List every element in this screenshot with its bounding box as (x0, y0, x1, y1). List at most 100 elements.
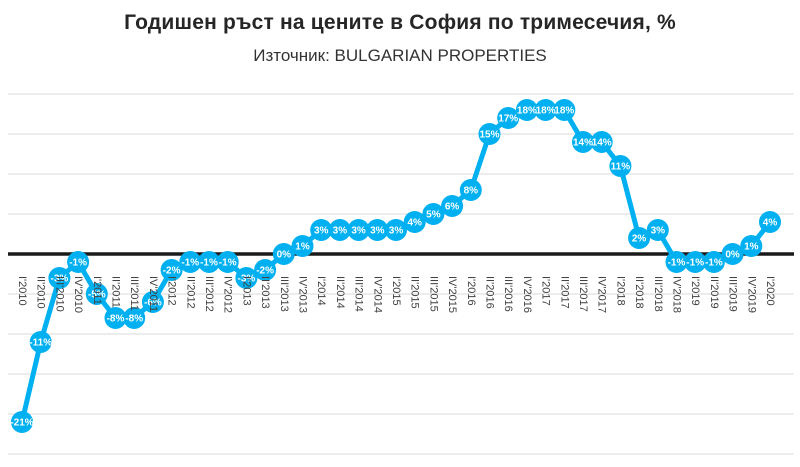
x-axis-label: III'2018 (652, 276, 664, 312)
x-axis-label: I'2019 (689, 276, 701, 306)
x-axis-label: III'2012 (203, 276, 215, 312)
data-point-label: 18% (554, 106, 574, 117)
data-point-label: -1% (686, 258, 704, 269)
data-point-marker (684, 251, 707, 273)
x-axis-label: I'2018 (614, 276, 626, 306)
x-axis-label: IV'2013 (297, 276, 309, 313)
data-point-marker (104, 307, 127, 329)
data-point-label: 3% (333, 226, 348, 237)
x-axis-label: II'2018 (633, 276, 645, 309)
x-axis-label: III'2017 (577, 276, 589, 312)
data-point-label: -1% (181, 258, 199, 269)
data-point-label: 5% (426, 210, 441, 221)
x-axis-label: IV'2018 (671, 276, 683, 313)
x-axis-label: II'2013 (259, 276, 271, 309)
data-point-marker (11, 411, 33, 433)
x-axis-label: IV'2010 (72, 276, 84, 313)
x-axis-label: I'2011 (91, 276, 103, 305)
x-axis-label: III'2015 (427, 276, 439, 312)
data-point-marker (721, 243, 744, 265)
data-point-marker (534, 99, 557, 121)
x-axis-label: I'2012 (166, 276, 178, 306)
data-point-label: 0% (277, 250, 292, 261)
x-axis-label: I'2015 (390, 276, 402, 306)
x-axis-label: III'2014 (353, 276, 365, 312)
data-point-label: -8% (125, 314, 143, 325)
data-point-label: -5% (88, 290, 106, 301)
data-point-marker (646, 219, 669, 241)
data-point-marker (515, 99, 538, 121)
data-point-marker (759, 211, 781, 233)
data-point-label: 3% (651, 226, 666, 237)
x-axis-label: I'2010 (16, 276, 28, 306)
x-axis-label: II'2014 (334, 276, 346, 309)
data-point-label: -1% (200, 258, 218, 269)
data-point-label: 8% (464, 186, 479, 197)
x-axis-label: II'2019 (708, 276, 720, 309)
data-point-marker (609, 155, 632, 177)
x-axis-label: I'2017 (540, 276, 552, 306)
data-point-marker (48, 267, 71, 289)
x-axis-label: III'2013 (278, 276, 290, 312)
data-point-label: 15% (479, 130, 499, 141)
data-point-label: -3% (238, 274, 256, 285)
data-point-marker (740, 235, 763, 257)
x-axis-label: I'2016 (465, 276, 477, 306)
x-axis-label: IV'2011 (147, 276, 159, 312)
data-point-label: 3% (370, 226, 385, 237)
data-point-marker (347, 219, 370, 241)
x-axis-label: IV'2015 (446, 276, 458, 313)
data-point-label: 3% (389, 226, 404, 237)
x-axis-label: IV'2014 (371, 276, 383, 313)
data-line (19, 107, 773, 425)
chart-title: Годишен ръст на цените в София по тримес… (124, 11, 676, 34)
x-axis-label: I'2020 (764, 276, 776, 306)
data-point-label: -11% (29, 338, 52, 349)
data-point-marker (422, 203, 445, 225)
chart-subtitle: Източник: BULGARIAN PROPERTIES (253, 46, 547, 65)
data-point-label: 18% (517, 106, 537, 117)
data-point-marker (272, 243, 295, 265)
data-point-marker (665, 251, 688, 273)
data-point-marker (179, 251, 202, 273)
x-axis-label: I'2013 (240, 276, 252, 306)
x-axis-label: III'2011 (128, 276, 140, 311)
data-point-label: 11% (611, 162, 631, 173)
data-point-marker (366, 219, 389, 241)
data-point-label: 17% (498, 114, 518, 125)
x-axis-label: II'2016 (484, 276, 496, 309)
data-point-marker (702, 251, 725, 273)
data-point-label: 1% (295, 242, 310, 253)
data-point-label: 2% (632, 234, 647, 245)
x-axis-label: II'2017 (558, 276, 570, 309)
data-point-marker (590, 131, 613, 153)
data-point-labels: -21%-11%-3%-1%-5%-8% -8%-6%-2%-1% -1% -1%-3… (10, 106, 777, 429)
data-point-marker (328, 219, 351, 241)
data-point-label: 18% (536, 106, 556, 117)
data-point-marker (254, 259, 277, 281)
data-point-marker (29, 331, 52, 353)
x-axis-label: I'2014 (315, 276, 327, 306)
data-point-marker (85, 283, 108, 305)
data-point-label: 14% (592, 138, 612, 149)
x-axis-label: IV'2019 (745, 276, 757, 313)
data-point-marker (67, 251, 90, 273)
x-axis-label: IV'2012 (222, 276, 234, 313)
data-point-marker (628, 227, 651, 249)
gridlines (8, 93, 794, 455)
data-point-marker (497, 107, 520, 129)
x-axis-label: II'2011 (110, 276, 122, 308)
data-point-label: 1% (744, 242, 759, 253)
data-point-marker (235, 267, 258, 289)
x-axis-labels: I'2010 II'2010 III'2010 IV'2010 I'2011 II'201… (16, 276, 776, 313)
data-point-label: 14% (573, 138, 593, 149)
data-point-marker (141, 291, 164, 313)
data-point-label: -3% (51, 274, 69, 285)
x-axis-label: II'2012 (184, 276, 196, 309)
data-point-label: -21% (10, 418, 33, 429)
data-point-markers (11, 99, 781, 433)
data-point-label: 3% (351, 226, 366, 237)
data-point-label: -1% (668, 258, 686, 269)
data-point-label: 3% (314, 226, 329, 237)
